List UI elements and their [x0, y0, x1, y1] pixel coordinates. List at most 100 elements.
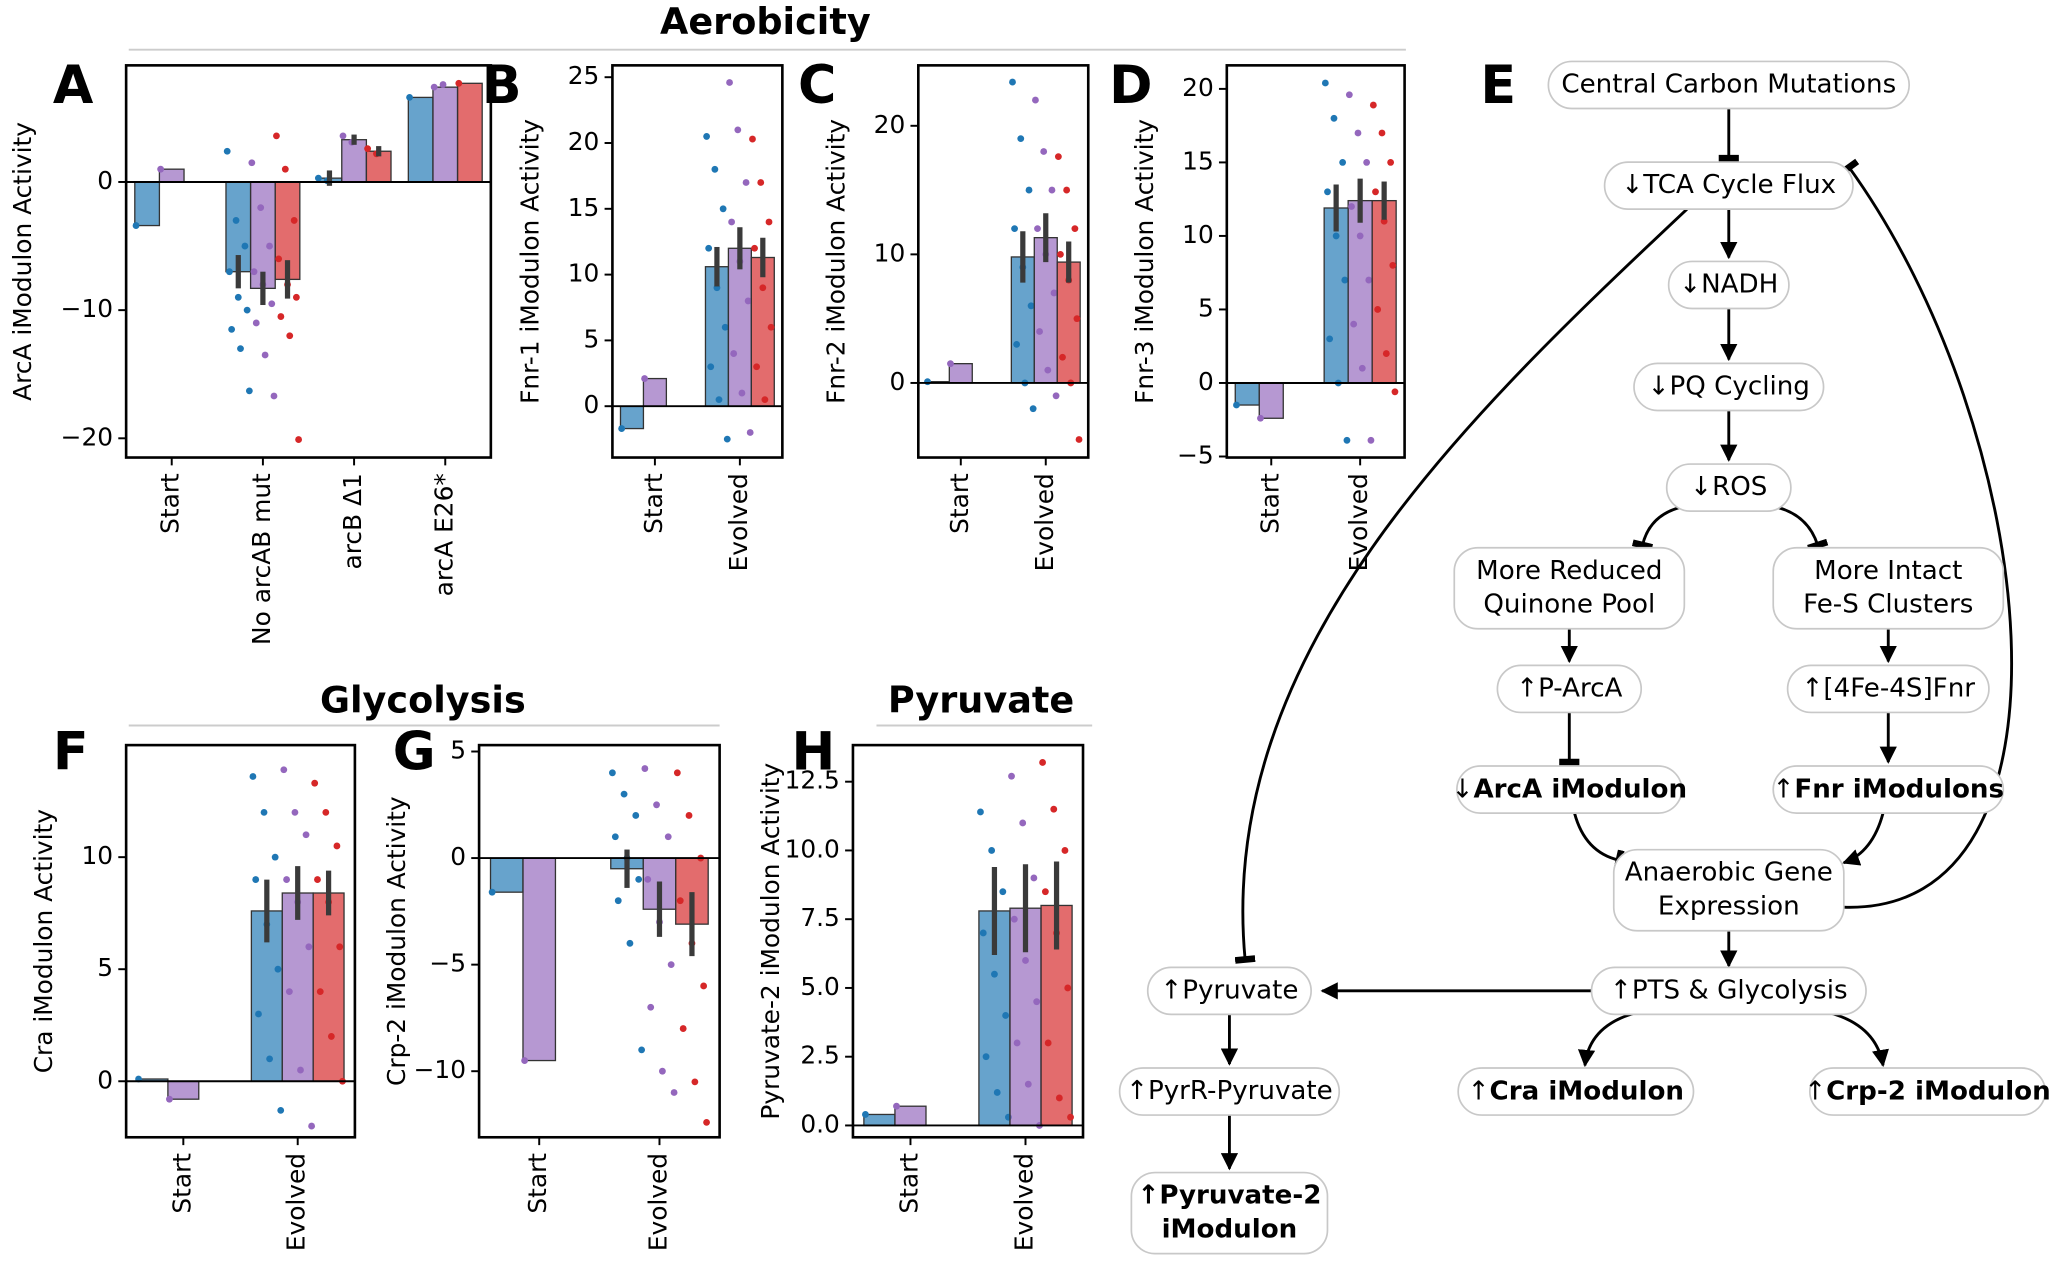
node-label: Fe-S Clusters	[1803, 590, 1973, 620]
data-point	[1348, 203, 1355, 210]
data-point	[297, 1066, 304, 1074]
data-point	[734, 126, 742, 134]
node-label: ↓ROS	[1690, 472, 1767, 502]
diagram-node: ↑Pyruvate-2 iModulon	[1130, 1171, 1329, 1255]
y-tick-label: 5	[1198, 293, 1214, 322]
node-label: ↑Pyruvate-2	[1137, 1181, 1321, 1211]
data-point	[232, 217, 240, 224]
data-point	[1073, 315, 1081, 323]
y-tick-label: 0	[889, 367, 905, 396]
data-point	[234, 293, 242, 301]
data-point	[286, 332, 294, 340]
data-point	[1057, 250, 1064, 258]
node-label: ↑P-ArcA	[1516, 673, 1622, 703]
data-point	[1032, 96, 1039, 104]
bar	[281, 892, 314, 1082]
data-point	[314, 876, 321, 883]
node-prefix: ↑	[1468, 1076, 1490, 1106]
node-bold: Crp-2 iModulon	[1826, 1076, 2051, 1106]
data-point	[757, 179, 765, 186]
axes-frame	[1225, 64, 1406, 459]
x-tick-label: No arcAB mut	[247, 473, 276, 645]
bar	[948, 363, 973, 384]
node-box	[1772, 546, 2005, 630]
data-point	[635, 875, 643, 883]
data-point	[266, 1055, 274, 1063]
node-box	[1547, 60, 1911, 110]
data-point	[226, 268, 233, 276]
data-point	[700, 982, 708, 990]
data-point	[659, 1067, 666, 1075]
axes-frame	[477, 743, 721, 1139]
data-point	[322, 808, 330, 816]
data-point	[1036, 328, 1043, 335]
data-point	[924, 378, 931, 386]
chart: −10 −5 0 5 Crp-2 iModulon Activity Start Evolv…	[382, 736, 721, 1251]
node-box	[1118, 1067, 1341, 1116]
y-tick-label: 10	[1182, 220, 1214, 249]
data-point	[281, 165, 289, 173]
data-point	[738, 389, 746, 397]
data-point	[1354, 129, 1362, 137]
data-point	[277, 313, 285, 320]
data-point	[290, 217, 298, 224]
data-point	[711, 165, 719, 173]
bar	[134, 181, 161, 227]
node-box	[1633, 362, 1825, 412]
data-point	[223, 147, 231, 155]
data-point	[1019, 819, 1027, 827]
data-point	[1326, 335, 1334, 343]
data-point	[521, 1057, 529, 1064]
data-point	[676, 897, 684, 905]
bar	[456, 82, 483, 183]
node-box	[1665, 463, 1792, 512]
node-label: ↑Fnr iModulons	[1772, 774, 2004, 804]
node-label: ↓PQ Cycling	[1648, 371, 1810, 401]
y-tick-label: −5	[429, 949, 466, 978]
axes-frame	[851, 743, 1085, 1139]
diagram-node: ↑PyrR-Pyruvate	[1118, 1067, 1341, 1116]
data-point	[1343, 436, 1351, 444]
data-point	[1041, 888, 1049, 896]
data-point	[274, 965, 282, 973]
data-point	[742, 179, 750, 186]
y-tick-label: 10	[81, 841, 113, 870]
data-point	[1363, 159, 1371, 166]
node-box	[1146, 966, 1312, 1016]
data-point	[744, 297, 752, 305]
y-tick-label: 10	[874, 238, 906, 267]
data-point	[255, 1010, 262, 1018]
data-point	[1350, 320, 1358, 328]
bar	[167, 1080, 200, 1100]
data-point	[1064, 984, 1072, 992]
data-point	[1365, 276, 1373, 284]
data-point	[673, 769, 681, 777]
data-point	[339, 132, 347, 140]
diagram-node: More Reduced Quinone Pool	[1453, 546, 1686, 630]
x-tick-label: Start	[523, 1153, 552, 1214]
bar	[407, 96, 434, 183]
y-tick-label: −10	[61, 294, 113, 323]
node-bold: Fnr iModulons	[1794, 774, 2004, 804]
diagram-node: ↓PQ Cycling	[1633, 362, 1825, 412]
data-point	[439, 81, 447, 88]
data-point	[1372, 188, 1379, 196]
data-point	[1233, 401, 1240, 409]
data-point	[270, 392, 278, 400]
plot-area	[1233, 79, 1399, 444]
data-point	[1009, 78, 1016, 86]
data-point	[252, 876, 260, 883]
y-axis-label: Pyruvate-2 iModulon Activity	[756, 763, 785, 1120]
data-point	[1382, 350, 1390, 357]
data-point	[749, 135, 756, 143]
diagram-node: ↑Fnr iModulons	[1772, 765, 2005, 814]
data-point	[266, 242, 273, 250]
plot-area	[862, 759, 1074, 1129]
data-point	[979, 929, 987, 937]
x-tick-label: Start	[1255, 473, 1284, 534]
data-point	[632, 812, 640, 819]
data-point	[1044, 366, 1052, 374]
data-point	[728, 218, 736, 226]
plot-area	[488, 765, 710, 1126]
